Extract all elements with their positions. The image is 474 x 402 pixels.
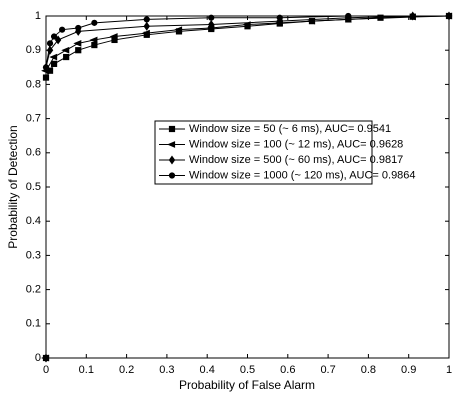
series-line	[45, 15, 449, 358]
legend-label: Window size = 100 (~ 12 ms), AUC= 0.9628	[189, 138, 403, 150]
marker	[42, 354, 50, 362]
legend-label: Window size = 500 (~ 60 ms), AUC= 0.9817	[189, 154, 403, 166]
y-tick-label: 0.6	[26, 147, 41, 159]
marker	[276, 14, 283, 21]
y-tick-label: 0.8	[26, 78, 41, 90]
marker	[143, 21, 150, 31]
x-tick-label: 0.3	[159, 364, 174, 376]
marker	[61, 46, 70, 54]
x-tick-label: 0.2	[119, 364, 134, 376]
y-tick-label: 0.7	[26, 113, 41, 125]
marker	[73, 40, 82, 47]
marker	[208, 14, 215, 21]
x-tick-label: 0.1	[79, 364, 94, 376]
x-tick-label: 0.5	[240, 364, 255, 376]
series-line	[45, 15, 450, 358]
y-tick-label: 0.4	[26, 215, 41, 227]
marker	[91, 19, 98, 26]
x-axis-title: Probability of False Alarm	[179, 378, 315, 392]
legend-label: Window size = 50 (~ 6 ms), AUC= 0.9541	[189, 123, 391, 135]
marker	[46, 40, 54, 47]
marker	[91, 41, 98, 49]
legend-marker	[168, 125, 176, 133]
marker	[59, 26, 66, 33]
marker	[143, 16, 150, 23]
legend-box	[154, 120, 373, 185]
marker	[89, 36, 98, 44]
marker	[345, 12, 352, 20]
x-tick-label: 0.9	[401, 364, 416, 376]
marker	[63, 53, 70, 61]
marker	[50, 33, 58, 40]
y-tick-label: 0.2	[26, 284, 41, 296]
marker	[109, 33, 118, 40]
legend-label: Window size = 1000 (~ 120 ms), AUC= 0.98…	[189, 169, 416, 181]
marker	[42, 64, 50, 71]
marker	[75, 24, 82, 32]
marker	[75, 47, 82, 54]
y-tick-label: 0	[35, 352, 41, 364]
marker	[174, 26, 183, 34]
marker	[50, 60, 58, 67]
marker	[208, 20, 215, 30]
marker	[141, 29, 150, 37]
y-tick-label: 0.3	[26, 249, 41, 261]
marker	[445, 12, 453, 20]
x-tick-label: 0.7	[320, 364, 335, 376]
y-tick-label: 0.9	[26, 44, 41, 56]
legend-marker	[168, 172, 176, 179]
y-tick-label: 1	[35, 10, 41, 22]
x-tick-label: 0	[43, 364, 49, 376]
marker	[49, 53, 58, 61]
x-tick-label: 0.4	[200, 364, 215, 376]
marker	[54, 35, 62, 45]
legend-marker	[168, 155, 176, 165]
x-tick-label: 1	[446, 364, 452, 376]
y-tick-label: 0.1	[26, 318, 41, 330]
y-tick-label: 0.5	[26, 181, 41, 193]
x-tick-label: 0.8	[361, 364, 376, 376]
x-tick-label: 0.6	[280, 364, 295, 376]
legend-marker	[167, 141, 176, 148]
y-axis-title: Probability of Detection	[6, 125, 20, 248]
